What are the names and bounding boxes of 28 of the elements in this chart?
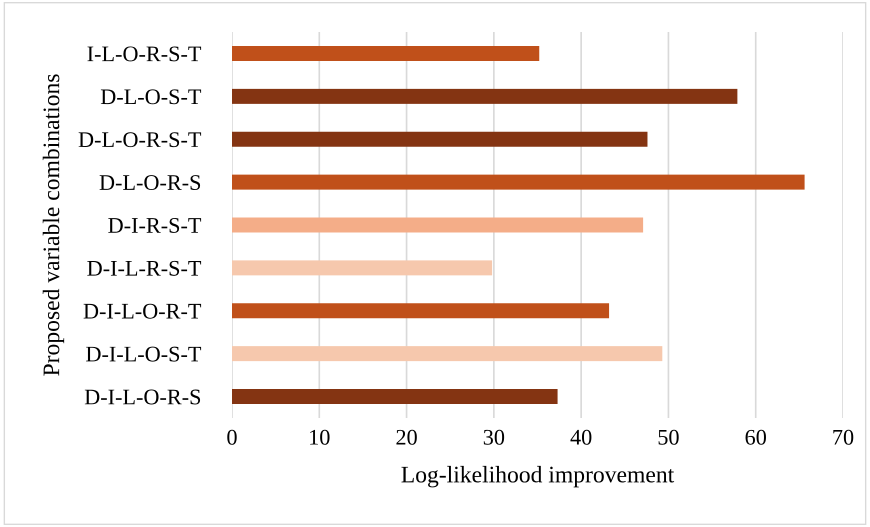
y-tick-label: D-I-L-O-S-T (86, 346, 202, 362)
x-tick-label: 40 (570, 430, 592, 445)
y-tick-label: D-I-L-O-R-S (84, 390, 200, 404)
x-tick-label: 30 (484, 430, 504, 445)
bar (232, 389, 558, 404)
y-tick-label: D-L-O-S-T (100, 89, 202, 104)
y-tick-label: D-L-O-R-S-T (78, 132, 202, 148)
bar (232, 46, 540, 61)
y-tick-label: I-L-O-R-S-T (87, 46, 202, 62)
bar (232, 346, 662, 362)
y-tick-label: D-I-R-S-T (108, 218, 202, 233)
bar (232, 260, 492, 276)
x-tick-label: 20 (396, 430, 417, 445)
bar (232, 174, 805, 190)
y-axis-title: Proposed variable combinations (42, 74, 64, 376)
y-tick-label: D-L-O-R-S (100, 175, 200, 190)
x-tick-label: 60 (746, 430, 766, 445)
y-tick-label: D-I-L-O-R-T (84, 304, 202, 319)
x-tick-label: 70 (833, 430, 854, 445)
bar (232, 303, 610, 318)
bar (232, 88, 738, 104)
x-tick-label: 50 (658, 430, 679, 445)
bar (232, 132, 648, 147)
y-tick-label: D-I-L-R-S-T (87, 260, 202, 276)
x-tick-label: 0 (227, 430, 237, 445)
x-tick-label: 10 (310, 430, 330, 445)
bar (232, 217, 644, 233)
x-axis-title: Log-likelihood improvement (401, 466, 674, 488)
